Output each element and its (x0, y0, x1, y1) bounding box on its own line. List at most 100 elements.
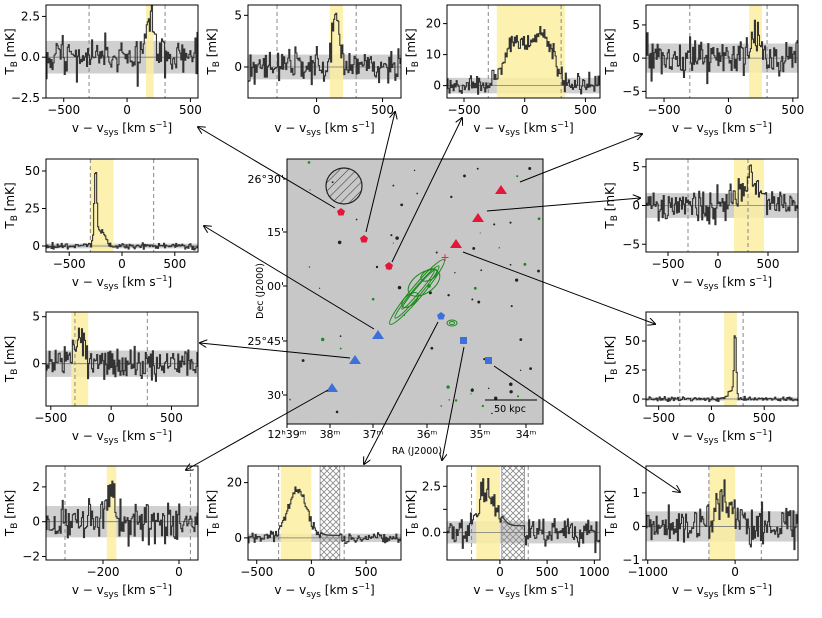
panel-plot-area (646, 5, 798, 98)
map-star (516, 175, 519, 178)
marker-triangle-blue-3 (326, 383, 338, 392)
map-ticks (283, 178, 527, 428)
ra-label-2: 38ᵐ (320, 428, 341, 441)
marker-triangle-blue-2 (349, 355, 361, 364)
map-star (487, 387, 490, 390)
panel-frame (45, 311, 199, 407)
panel-frame (45, 158, 199, 253)
y-tick-label: 2.5 (21, 9, 40, 23)
map-star (514, 278, 519, 282)
map-star (307, 161, 311, 164)
map-star (416, 192, 419, 195)
spectrum-line (447, 477, 600, 554)
spectrum-line (447, 26, 600, 95)
x-axis-title: v − vsys [km s−1] (672, 274, 772, 292)
connector-arrows (186, 112, 680, 492)
map-star (509, 221, 512, 224)
y-tick-label: −2 (22, 550, 40, 564)
map-star (471, 298, 474, 301)
spectrum-panel-10: −500 0 500 0 20 TB [mK] v − vsys [km s−1] (205, 465, 402, 600)
spectrum-line (248, 12, 401, 86)
map-star (375, 265, 379, 269)
map-star (454, 272, 456, 274)
map-star (289, 398, 291, 401)
map-star (510, 305, 513, 308)
dec-label-1: 26°30' (247, 173, 284, 186)
map-star (477, 300, 481, 304)
y-tick-label: 5 (32, 310, 40, 324)
y-tick-label: 0 (234, 531, 242, 545)
y-tick-label: 25 (25, 202, 40, 216)
galaxy-center-cross: + (440, 251, 449, 264)
scale-bar: 50 kpc (485, 399, 537, 415)
y-tick-label: −5 (622, 84, 640, 98)
dec-label-4: 25°45' (247, 335, 284, 348)
spectrum-panels: −500 0 500−2.50.02.5TB [mK]v − vsys [km s−… (3, 4, 804, 600)
dec-label-2: 15' (267, 226, 284, 239)
panel-plot-area (447, 5, 600, 98)
y-tick-label: 50 (25, 164, 40, 178)
x-tick-label: 0 (175, 565, 183, 579)
x-axis-title: v − vsys [km s−1] (72, 582, 172, 600)
y-tick-label: 0 (632, 199, 640, 213)
y-tick-label: −1 (622, 553, 640, 567)
ra-label-1: 12ʰ39ᵐ (267, 428, 306, 441)
map-star (392, 242, 394, 244)
y-tick-label: 0.0 (21, 50, 40, 64)
x-tick-label: −500 (53, 257, 86, 271)
panel-frame (645, 311, 799, 407)
map-star (450, 195, 453, 199)
map-star (446, 385, 450, 389)
source-markers (326, 185, 507, 392)
map-xlabel: RA (J2000) (392, 446, 442, 457)
map-star (395, 236, 399, 240)
x-axis-title: v − vsys [km s−1] (473, 582, 573, 600)
x-axis-title: v − vsys [km s−1] (672, 582, 772, 600)
ra-label-3: 37ᵐ (363, 428, 384, 441)
x-tick-label: 500 (160, 411, 183, 425)
x-tick-label: 500 (536, 565, 559, 579)
spectrum-line (46, 480, 198, 547)
arrow-to-panel-6 (486, 198, 640, 212)
x-tick-label: 0 (308, 565, 316, 579)
y-axis-title: TB [mK] (603, 182, 620, 229)
map-star (481, 404, 485, 408)
y-tick-label: −2.5 (11, 91, 40, 105)
x-tick-label: −200 (87, 565, 120, 579)
spectrum-line (646, 19, 798, 85)
spectrum-panel-6: −500 0 500 −5 0 5 TB [mK] v − vsys [km s−1] (603, 158, 799, 292)
panel-frame (645, 4, 799, 99)
y-tick-label: 0 (433, 79, 441, 93)
x-tick-label: 0 (521, 103, 529, 117)
x-tick-label: 0 (107, 411, 115, 425)
velocity-band (724, 312, 737, 406)
y-axis-title: TB [mK] (603, 490, 620, 537)
spectrum-line (46, 172, 198, 251)
spectrum-panel-3: −500 0 500 0 10 20 TB [mK] v − vsys [km s−1] (404, 4, 601, 138)
x-tick-label: 0 (313, 103, 321, 117)
ra-label-5: 35ᵐ (470, 428, 491, 441)
x-axis-title: v − vsys [km s−1] (473, 120, 573, 138)
map-star (318, 287, 321, 289)
map-star (440, 405, 443, 407)
map-star (390, 234, 393, 237)
marker-triangle-red-2 (472, 213, 484, 222)
marker-square-blue-2 (485, 357, 492, 364)
ra-label-6: 34ᵐ (516, 428, 537, 441)
x-tick-label: 500 (781, 103, 804, 117)
panel-frame (247, 465, 402, 561)
map-star (413, 169, 416, 172)
marker-pentagon-blue (437, 312, 445, 320)
masked-region (501, 466, 525, 560)
y-tick-label: 10 (426, 48, 441, 62)
spectrum-panel-12: −1000 0 −1 0 1 TB [mK] v − vsys [km s−1] (603, 465, 799, 600)
panel-plot-area (646, 159, 798, 252)
map-frame (286, 158, 544, 425)
map-star (454, 399, 458, 402)
x-tick-label: 0 (496, 565, 504, 579)
spectrum-panel-11: 0 500 1000 0.0 2.5TB [mK] v − vsys [km s−1] (404, 465, 610, 600)
x-axis-title: v − vsys [km s−1] (274, 120, 374, 138)
x-tick-label: 0 (731, 565, 739, 579)
galaxy-contours (389, 259, 458, 327)
